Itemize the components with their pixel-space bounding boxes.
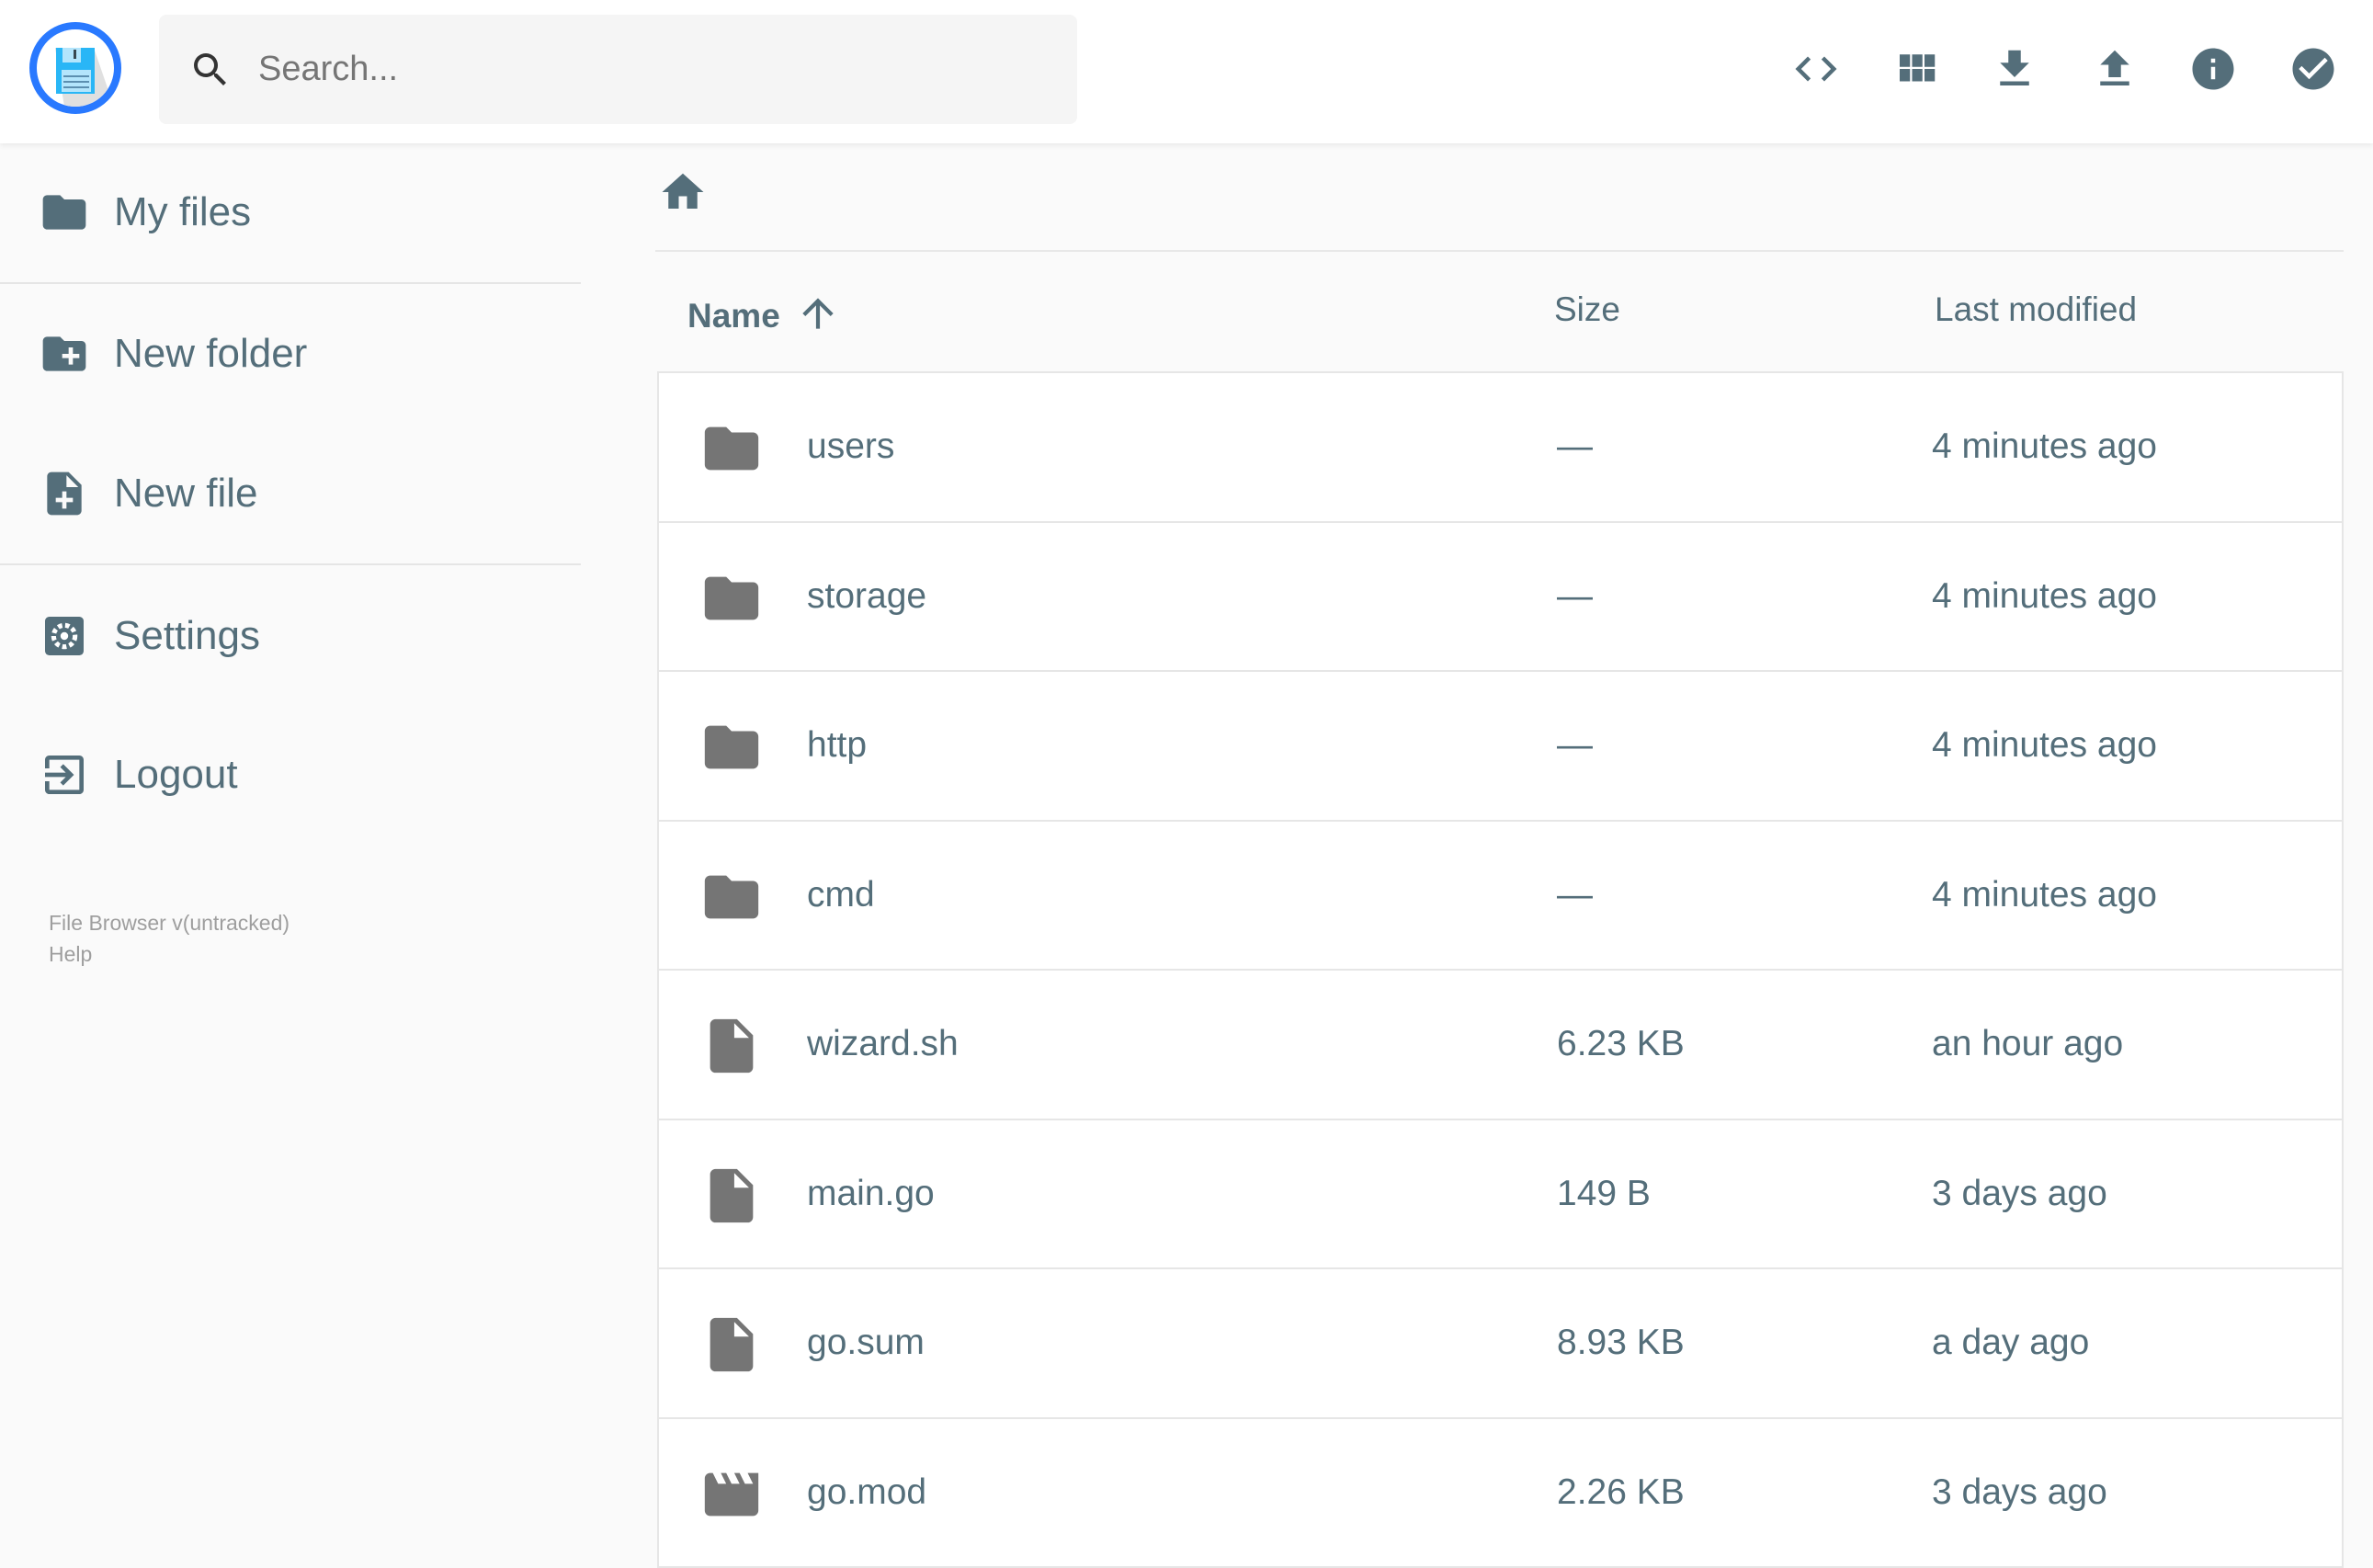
version-text: File Browser v(untracked) bbox=[49, 911, 290, 936]
folder-icon bbox=[699, 416, 764, 481]
file-name: go.sum bbox=[807, 1323, 925, 1363]
sidebar-item-label: My files bbox=[114, 189, 251, 235]
check-circle-icon[interactable] bbox=[2288, 44, 2338, 94]
sidebar-item-label: Settings bbox=[114, 613, 260, 659]
column-header-size[interactable]: Size bbox=[1554, 290, 1620, 329]
table-row[interactable]: users — 4 minutes ago bbox=[659, 373, 2342, 523]
file-size: — bbox=[1557, 875, 1593, 915]
create-new-folder-icon bbox=[39, 328, 90, 380]
code-icon[interactable] bbox=[1791, 44, 1841, 94]
file-size: 6.23 KB bbox=[1557, 1024, 1685, 1064]
grid-icon[interactable] bbox=[1891, 44, 1941, 94]
folder-icon bbox=[699, 715, 764, 779]
file-modified: an hour ago bbox=[1932, 1024, 2123, 1064]
exit-icon bbox=[39, 749, 90, 801]
file-name: http bbox=[807, 725, 867, 766]
file-size: 149 B bbox=[1557, 1174, 1651, 1214]
divider bbox=[655, 250, 2344, 252]
file-name: main.go bbox=[807, 1174, 935, 1214]
sidebar-item-new-file[interactable]: New file bbox=[0, 443, 581, 544]
file-icon bbox=[699, 1164, 764, 1228]
file-modified: 3 days ago bbox=[1932, 1174, 2107, 1214]
file-name: cmd bbox=[807, 875, 875, 915]
column-label: Name bbox=[687, 297, 780, 335]
file-name: users bbox=[807, 426, 894, 467]
sidebar-item-my-files[interactable]: My files bbox=[0, 162, 581, 263]
info-icon[interactable] bbox=[2188, 44, 2238, 94]
folder-icon bbox=[39, 187, 90, 238]
sidebar-item-label: New folder bbox=[114, 331, 307, 377]
sidebar-item-new-folder[interactable]: New folder bbox=[0, 303, 581, 404]
table-row[interactable]: http — 4 minutes ago bbox=[659, 672, 2342, 822]
table-row[interactable]: storage — 4 minutes ago bbox=[659, 523, 2342, 673]
divider bbox=[0, 282, 581, 284]
table-row[interactable]: wizard.sh 6.23 KB an hour ago bbox=[659, 971, 2342, 1120]
file-modified: 4 minutes ago bbox=[1932, 426, 2157, 467]
file-size: — bbox=[1557, 426, 1593, 467]
file-icon bbox=[699, 1014, 764, 1078]
header bbox=[0, 0, 2373, 143]
sidebar: My files New folder New file Settings Lo… bbox=[0, 143, 581, 1526]
search-input[interactable] bbox=[258, 15, 1049, 124]
file-size: 8.93 KB bbox=[1557, 1323, 1685, 1363]
sidebar-item-label: New file bbox=[114, 471, 258, 517]
file-modified: 4 minutes ago bbox=[1932, 875, 2157, 915]
file-modified: 4 minutes ago bbox=[1932, 725, 2157, 766]
search-icon bbox=[188, 48, 233, 92]
divider bbox=[0, 563, 581, 565]
file-modified: 4 minutes ago bbox=[1932, 576, 2157, 617]
note-add-icon bbox=[39, 468, 90, 519]
table-row[interactable]: main.go 149 B 3 days ago bbox=[659, 1120, 2342, 1270]
file-size: — bbox=[1557, 576, 1593, 617]
table-row[interactable]: go.sum 8.93 KB a day ago bbox=[659, 1269, 2342, 1419]
upload-icon[interactable] bbox=[2090, 44, 2140, 94]
column-header-modified[interactable]: Last modified bbox=[1935, 290, 2137, 329]
file-name: wizard.sh bbox=[807, 1024, 959, 1064]
table-row[interactable]: cmd — 4 minutes ago bbox=[659, 822, 2342, 971]
sidebar-item-label: Logout bbox=[114, 752, 238, 798]
file-modified: 3 days ago bbox=[1932, 1472, 2107, 1513]
sidebar-item-settings[interactable]: Settings bbox=[0, 585, 581, 687]
file-name: go.mod bbox=[807, 1472, 926, 1513]
file-icon bbox=[699, 1312, 764, 1377]
search-box[interactable] bbox=[159, 15, 1077, 124]
file-size: — bbox=[1557, 725, 1593, 766]
file-list: users — 4 minutes ago storage — 4 minute… bbox=[657, 371, 2344, 1568]
file-size: 2.26 KB bbox=[1557, 1472, 1685, 1513]
home-icon[interactable] bbox=[658, 167, 708, 217]
download-icon[interactable] bbox=[1990, 44, 2039, 94]
file-name: storage bbox=[807, 576, 926, 617]
movie-icon bbox=[699, 1462, 764, 1527]
folder-icon bbox=[699, 865, 764, 929]
folder-icon bbox=[699, 566, 764, 631]
table-row[interactable]: go.mod 2.26 KB 3 days ago bbox=[659, 1419, 2342, 1568]
sidebar-item-logout[interactable]: Logout bbox=[0, 724, 581, 825]
column-header-name[interactable]: Name bbox=[687, 290, 841, 336]
arrow-upward-icon bbox=[795, 290, 841, 336]
logo[interactable] bbox=[29, 22, 121, 114]
help-link[interactable]: Help bbox=[49, 942, 92, 967]
file-modified: a day ago bbox=[1932, 1323, 2089, 1363]
settings-icon bbox=[39, 610, 90, 662]
